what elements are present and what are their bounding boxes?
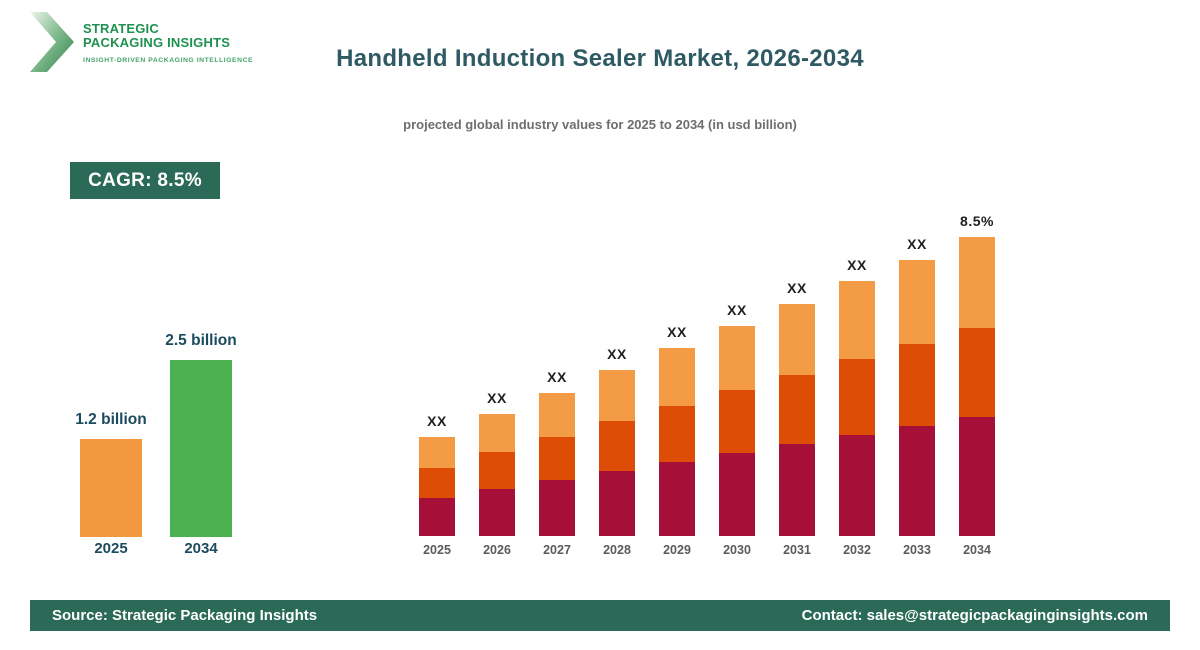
stacked-bar-2034 bbox=[959, 237, 995, 536]
chevron-logo-icon bbox=[30, 12, 74, 77]
bar-top-label: XX bbox=[907, 236, 927, 252]
summary-chart-plot-area: 1.2 billion 2.5 billion bbox=[60, 318, 270, 537]
stacked-segment-bottom-segment bbox=[479, 489, 515, 536]
mini-bar-value-label: 1.2 billion bbox=[75, 411, 147, 428]
stacked-bar-2031 bbox=[779, 304, 815, 536]
brand-logo: STRATEGIC PACKAGING INSIGHTS INSIGHT-DRI… bbox=[30, 12, 253, 77]
bar-year-label: 2029 bbox=[663, 543, 691, 557]
bar-top-label: XX bbox=[847, 257, 867, 273]
stacked-segment-bottom-segment bbox=[839, 435, 875, 536]
bar-year-label: 2030 bbox=[723, 543, 751, 557]
mini-bar-year-label: 2025 bbox=[94, 540, 128, 557]
footer-bar: Source: Strategic Packaging Insights Con… bbox=[30, 600, 1170, 631]
brand-logo-text: STRATEGIC PACKAGING INSIGHTS INSIGHT-DRI… bbox=[83, 22, 253, 77]
bar-top-label: XX bbox=[487, 390, 507, 406]
stacked-bar-2032 bbox=[839, 281, 875, 536]
stacked-segment-middle-segment bbox=[659, 406, 695, 462]
stacked-segment-top-segment bbox=[539, 393, 575, 437]
stacked-segment-middle-segment bbox=[599, 421, 635, 471]
stacked-bar-2030 bbox=[719, 326, 755, 536]
bar-year-label: 2033 bbox=[903, 543, 931, 557]
bar-top-label: 8.5% bbox=[960, 213, 994, 229]
stacked-segment-bottom-segment bbox=[719, 453, 755, 536]
bar-top-label: XX bbox=[787, 280, 807, 296]
summary-bar-chart: 1.2 billion 2.5 billion 2025 2034 bbox=[60, 318, 270, 557]
footer-contact-text: Contact: sales@strategicpackaginginsight… bbox=[801, 607, 1148, 624]
stacked-segment-bottom-segment bbox=[539, 480, 575, 536]
bar-year-label: 2031 bbox=[783, 543, 811, 557]
stacked-bar-2026 bbox=[479, 414, 515, 536]
stacked-segment-bottom-segment bbox=[659, 462, 695, 536]
bar-year-label: 2032 bbox=[843, 543, 871, 557]
stacked-segment-top-segment bbox=[779, 304, 815, 375]
stacked-segment-middle-segment bbox=[839, 359, 875, 435]
brand-name-line2: PACKAGING INSIGHTS bbox=[83, 35, 231, 50]
stacked-segment-middle-segment bbox=[899, 344, 935, 426]
stacked-segment-top-segment bbox=[479, 414, 515, 452]
stacked-segment-top-segment bbox=[719, 326, 755, 390]
bar-top-label: XX bbox=[547, 369, 567, 385]
stacked-segment-top-segment bbox=[659, 348, 695, 406]
page-subtitle: projected global industry values for 202… bbox=[403, 117, 797, 132]
stacked-segment-middle-segment bbox=[959, 328, 995, 417]
brand-name-line1: STRATEGIC bbox=[83, 21, 159, 36]
bar-year-label: 2026 bbox=[483, 543, 511, 557]
mini-bar-value-label: 2.5 billion bbox=[165, 332, 237, 349]
stacked-bar-2025 bbox=[419, 437, 455, 536]
bar-top-label: XX bbox=[427, 413, 447, 429]
mini-bar-2034 bbox=[170, 360, 232, 537]
brand-tagline: INSIGHT-DRIVEN PACKAGING INTELLIGENCE bbox=[83, 57, 254, 64]
stacked-bar-2029 bbox=[659, 348, 695, 536]
stacked-segment-middle-segment bbox=[419, 468, 455, 498]
bar-year-label: 2034 bbox=[963, 543, 991, 557]
stacked-segment-middle-segment bbox=[779, 375, 815, 444]
stacked-segment-top-segment bbox=[419, 437, 455, 468]
stacked-segment-middle-segment bbox=[719, 390, 755, 453]
stacked-segment-bottom-segment bbox=[899, 426, 935, 536]
stacked-segment-top-segment bbox=[959, 237, 995, 328]
bar-top-label: XX bbox=[667, 324, 687, 340]
bar-top-label: XX bbox=[727, 302, 747, 318]
mini-bar-year-label: 2034 bbox=[184, 540, 218, 557]
stacked-segment-top-segment bbox=[599, 370, 635, 421]
stacked-bar-2027 bbox=[539, 393, 575, 536]
stacked-segment-bottom-segment bbox=[779, 444, 815, 536]
bar-top-label: XX bbox=[607, 346, 627, 362]
mini-bar-2025 bbox=[80, 439, 142, 537]
stacked-segment-top-segment bbox=[839, 281, 875, 359]
stacked-segment-bottom-segment bbox=[599, 471, 635, 536]
stacked-segment-top-segment bbox=[899, 260, 935, 344]
stacked-bar-chart: XX XX XX XX XX XX XX XX XX 8.5% 2025 2026 2027 2028 2… bbox=[401, 180, 1041, 557]
stacked-chart-plot-area: XX XX XX XX XX XX XX XX XX 8.5% bbox=[401, 180, 1041, 536]
bar-year-label: 2025 bbox=[423, 543, 451, 557]
stacked-bar-2028 bbox=[599, 370, 635, 536]
stacked-segment-bottom-segment bbox=[419, 498, 455, 536]
bar-year-label: 2027 bbox=[543, 543, 571, 557]
stacked-segment-middle-segment bbox=[539, 437, 575, 480]
stacked-segment-middle-segment bbox=[479, 452, 515, 489]
cagr-badge: CAGR: 8.5% bbox=[70, 162, 220, 199]
bar-year-label: 2028 bbox=[603, 543, 631, 557]
stacked-bar-2033 bbox=[899, 260, 935, 536]
footer-source-text: Source: Strategic Packaging Insights bbox=[52, 607, 318, 624]
stacked-segment-bottom-segment bbox=[959, 417, 995, 536]
page-title: Handheld Induction Sealer Market, 2026-2… bbox=[336, 45, 864, 72]
